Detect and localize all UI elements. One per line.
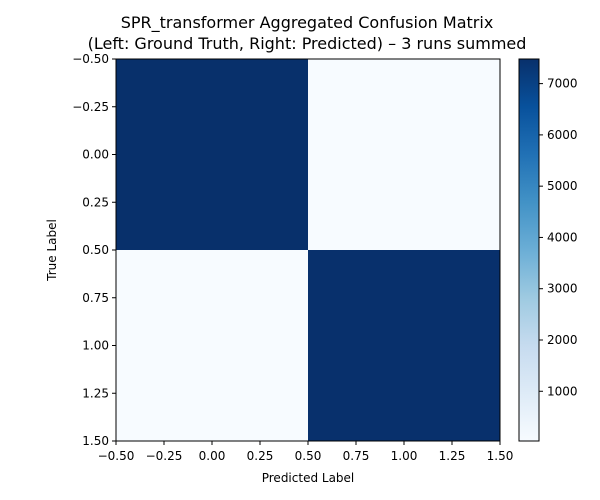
chart-title-line1: SPR_transformer Aggregated Confusion Mat… (121, 13, 494, 33)
colorbar-tick-label: 6000 (547, 128, 578, 142)
x-tick-label: 0.25 (247, 449, 274, 463)
x-tick-label: 1.50 (487, 449, 514, 463)
colorbar-tick-label: 7000 (547, 77, 578, 91)
colorbar-tick-label: 5000 (547, 179, 578, 193)
x-axis-label: Predicted Label (262, 471, 355, 485)
x-axis-ticks: −0.50 −0.25 0.00 0.25 0.50 0.75 1.00 1.25 1.50 (98, 441, 514, 463)
heatmap-cell-0-1 (308, 59, 500, 250)
x-tick-label: 0.00 (199, 449, 226, 463)
colorbar-tick-label: 3000 (547, 282, 578, 296)
colorbar-tick-label: 4000 (547, 230, 578, 244)
colorbar-tick-label: 1000 (547, 384, 578, 398)
y-tick-label: −0.50 (72, 52, 109, 66)
y-tick-label: 0.00 (82, 148, 109, 162)
y-tick-label: −0.25 (72, 100, 109, 114)
y-tick-label: 1.00 (82, 339, 109, 353)
colorbar (518, 58, 540, 442)
heatmap-cell-1-0 (116, 250, 308, 441)
heatmap-cells (116, 59, 500, 441)
x-tick-label: 0.75 (343, 449, 370, 463)
y-tick-label: 1.25 (82, 386, 109, 400)
x-tick-label: 1.00 (391, 449, 418, 463)
x-tick-label: −0.25 (146, 449, 183, 463)
colorbar-tick-label: 2000 (547, 333, 578, 347)
colorbar-ticks: 1000 2000 3000 4000 5000 6000 7000 (539, 77, 578, 398)
x-tick-label: 0.50 (295, 449, 322, 463)
heatmap-cell-1-1 (308, 250, 500, 441)
y-tick-label: 0.75 (82, 291, 109, 305)
y-axis-ticks: −0.50 −0.25 0.00 0.25 0.50 0.75 1.00 1.25 1.50 (72, 52, 116, 448)
y-tick-label: 1.50 (82, 434, 109, 448)
x-tick-label: 1.25 (439, 449, 466, 463)
y-tick-label: 0.25 (82, 195, 109, 209)
x-tick-label: −0.50 (98, 449, 135, 463)
y-axis-label: True Label (45, 219, 59, 282)
chart-title-line2: (Left: Ground Truth, Right: Predicted) –… (88, 34, 527, 53)
y-tick-label: 0.50 (82, 243, 109, 257)
heatmap-cell-0-0 (116, 59, 308, 250)
